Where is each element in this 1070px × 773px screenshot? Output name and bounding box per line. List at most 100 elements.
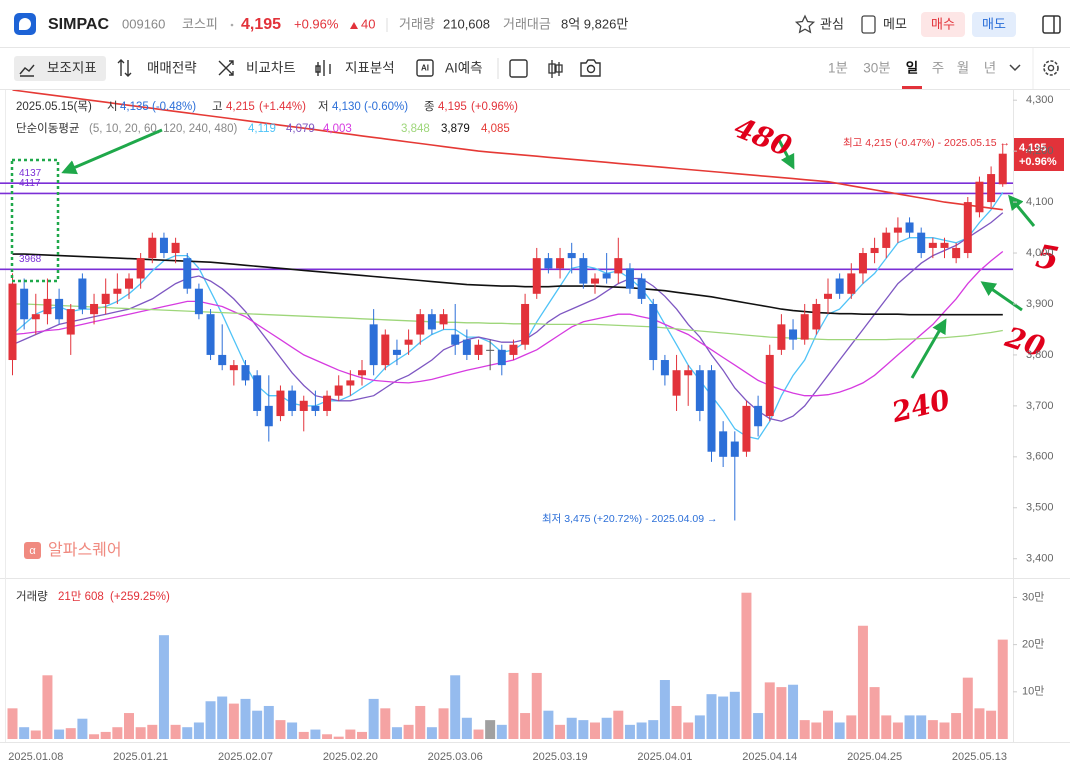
candle-body — [742, 405, 751, 452]
market: 코스피 — [182, 16, 218, 31]
volume-bar — [322, 734, 333, 739]
sell-button-bg[interactable] — [972, 12, 1016, 37]
candle-body — [43, 298, 52, 315]
info-pct: (+1.44%) — [259, 101, 306, 113]
chevron[interactable] — [1009, 64, 1021, 72]
period-tab[interactable]: 30분 — [863, 61, 890, 76]
x-tick-label: 2025.03.19 — [533, 751, 588, 763]
memo-button[interactable]: 메모 — [883, 16, 907, 31]
candle-body — [241, 365, 250, 381]
candle-body — [532, 258, 541, 294]
info-date: 2025.05.15(목) — [16, 100, 92, 113]
x-tick-label: 2025.04.01 — [637, 751, 692, 763]
period-tab[interactable]: 년 — [984, 61, 996, 76]
volume-bar — [531, 672, 542, 739]
candle-body — [544, 258, 553, 269]
info-pct: (+0.96%) — [471, 101, 518, 113]
settings-icon-center — [1047, 64, 1055, 72]
volume-bar — [287, 722, 298, 739]
candle-body — [486, 349, 495, 351]
y-tick-label: 3,500 — [1026, 502, 1054, 514]
candle-body — [369, 324, 378, 366]
moving-average-line — [12, 90, 1003, 211]
watch-button[interactable]: 관심 — [820, 16, 844, 31]
candle-body — [777, 324, 786, 350]
panel-icon[interactable] — [1042, 15, 1061, 34]
memo-icon[interactable] — [861, 15, 876, 34]
box-tool[interactable] — [509, 59, 528, 78]
toolbar-item[interactable]: 매매전략 — [147, 61, 197, 76]
candle-body — [20, 288, 29, 320]
candle-body — [311, 405, 320, 411]
period-tab[interactable]: 1분 — [828, 61, 848, 76]
toolbar-item[interactable]: 보조지표 — [47, 61, 97, 76]
toolbar-item[interactable]: 지표분석 — [345, 61, 395, 76]
volume-bar — [613, 710, 624, 739]
volume-bar — [811, 722, 822, 739]
camera-tool[interactable] — [580, 59, 601, 77]
y-tick-label: 4,200 — [1026, 145, 1054, 157]
candle-body — [218, 354, 227, 366]
settings-icon[interactable] — [1043, 60, 1059, 76]
candle-body — [672, 370, 681, 396]
candle-body — [101, 293, 110, 304]
logo-mark — [19, 18, 31, 30]
volume-bar — [298, 731, 309, 739]
buy-button[interactable]: 매수 — [931, 16, 955, 31]
candle-body — [847, 273, 856, 294]
volume-bar — [124, 713, 134, 739]
period-tab[interactable]: 월 — [957, 61, 969, 76]
star-icon[interactable] — [794, 14, 816, 34]
info-label: 저 — [318, 100, 329, 113]
candle-body — [882, 232, 891, 248]
volume-bar — [368, 698, 379, 739]
candle-body — [684, 370, 693, 376]
volume-bar — [962, 677, 973, 739]
candle-body — [346, 380, 355, 386]
candle-body — [858, 253, 867, 274]
candle-body — [649, 303, 658, 361]
candle-body — [940, 242, 949, 248]
volume-bar — [846, 715, 857, 739]
price: 4,195 — [241, 16, 281, 33]
period-tab[interactable]: 일 — [906, 61, 918, 76]
sell-button[interactable]: 매도 — [982, 16, 1006, 31]
volume-bar — [986, 710, 997, 739]
info-value: 4,215 — [226, 101, 255, 113]
volume-bar — [158, 635, 169, 739]
candle-tool[interactable] — [548, 60, 563, 78]
x-tick-label: 2025.05.13 — [952, 751, 1007, 763]
candle-body — [835, 278, 844, 294]
candle-body — [707, 370, 716, 452]
handwritten-note: 240 — [888, 383, 954, 430]
annotation-arrow — [980, 281, 1023, 312]
volume-plot — [7, 592, 1008, 739]
moving-average-line — [12, 192, 1004, 440]
amount-label: 거래대금 — [503, 16, 551, 31]
candle-body — [602, 273, 611, 279]
volume-bar — [450, 675, 461, 739]
change-pct: +0.96% — [294, 16, 339, 31]
volume-bar — [706, 694, 717, 739]
buy-button-bg[interactable] — [921, 12, 965, 37]
ma-legend-value: 3,879 — [441, 123, 470, 135]
volume-bar — [496, 724, 507, 739]
volume-bar — [881, 715, 892, 739]
info-value: 4,130 — [332, 101, 361, 113]
candle-body — [952, 247, 961, 259]
candle-body — [637, 278, 646, 299]
volume-bar — [485, 720, 496, 739]
toolbar-item[interactable]: 비교차트 — [246, 61, 296, 76]
toolbar-item[interactable]: AI예측 — [445, 61, 483, 76]
candle-body — [299, 400, 308, 411]
volume-bar — [65, 728, 76, 739]
x-tick-label: 2025.01.08 — [8, 751, 63, 763]
change: 40 — [361, 16, 375, 31]
candle-body — [125, 278, 133, 289]
volume-bar — [823, 710, 833, 739]
candle-body — [206, 314, 215, 355]
info-label: 종 — [424, 101, 435, 113]
volume-bar — [601, 717, 612, 739]
period-tab[interactable]: 주 — [932, 61, 944, 76]
volume-bar — [193, 722, 204, 739]
